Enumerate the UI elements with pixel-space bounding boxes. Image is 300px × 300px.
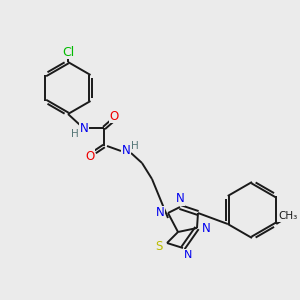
Text: N: N (122, 145, 130, 158)
Text: Cl: Cl (62, 46, 74, 59)
Text: N: N (176, 193, 184, 206)
Text: N: N (156, 206, 164, 220)
Text: N: N (184, 250, 192, 260)
Text: O: O (85, 149, 94, 163)
Text: S: S (155, 239, 163, 253)
Text: O: O (110, 110, 118, 122)
Text: N: N (80, 122, 88, 134)
Text: H: H (71, 129, 79, 139)
Text: H: H (131, 141, 139, 151)
Text: N: N (202, 221, 210, 235)
Text: CH₃: CH₃ (279, 211, 298, 221)
